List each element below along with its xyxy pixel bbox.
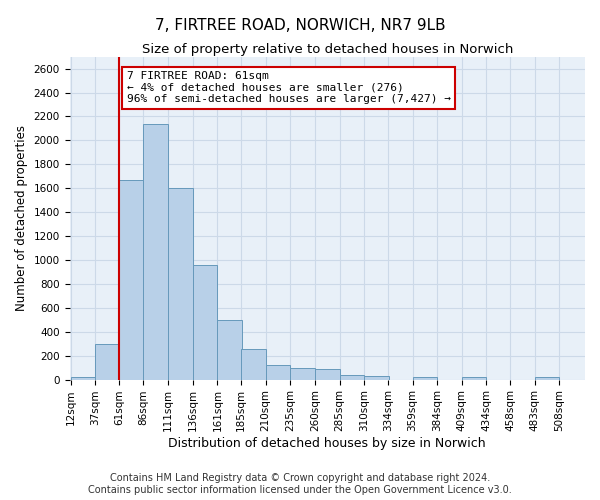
Bar [143,124,168,380]
Bar [315,369,340,380]
Y-axis label: Number of detached properties: Number of detached properties [15,125,28,311]
Bar [364,376,389,380]
Bar [340,375,364,380]
Text: 7, FIRTREE ROAD, NORWICH, NR7 9LB: 7, FIRTREE ROAD, NORWICH, NR7 9LB [155,18,445,32]
Bar [290,368,315,380]
Text: 7 FIRTREE ROAD: 61sqm
← 4% of detached houses are smaller (276)
96% of semi-deta: 7 FIRTREE ROAD: 61sqm ← 4% of detached h… [127,71,451,104]
Bar [462,377,487,380]
Bar [193,265,217,380]
Bar [71,376,95,380]
X-axis label: Distribution of detached houses by size in Norwich: Distribution of detached houses by size … [169,437,486,450]
Bar [535,377,559,380]
Title: Size of property relative to detached houses in Norwich: Size of property relative to detached ho… [142,42,513,56]
Bar [119,180,143,380]
Bar [266,364,290,380]
Bar [241,349,266,380]
Bar [413,377,437,380]
Bar [168,188,193,380]
Bar [95,344,120,380]
Bar [217,320,242,380]
Text: Contains HM Land Registry data © Crown copyright and database right 2024.
Contai: Contains HM Land Registry data © Crown c… [88,474,512,495]
